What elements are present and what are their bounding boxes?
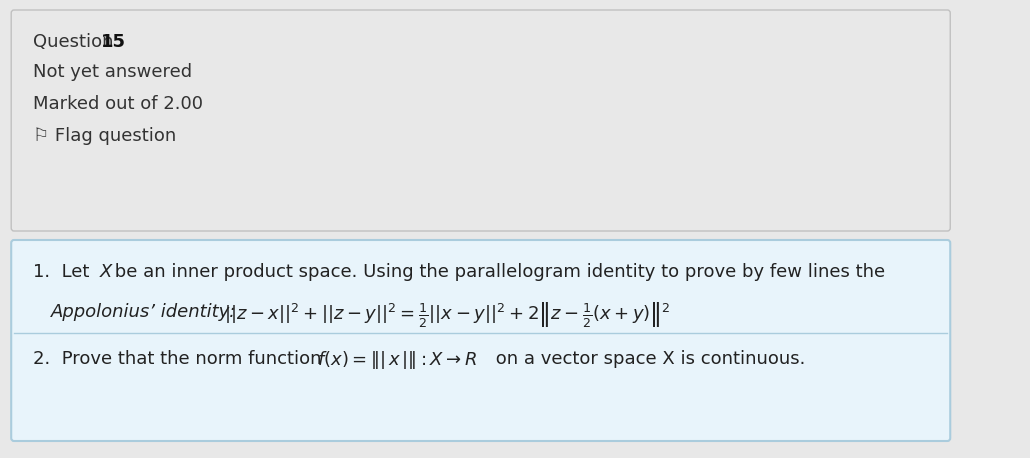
Text: 15: 15 [101,33,126,51]
Text: Appolonius’ identity:: Appolonius’ identity: [52,303,237,321]
Text: Question: Question [33,33,118,51]
Text: $f(x) = \||\,x\,|\|: X \rightarrow R$: $f(x) = \||\,x\,|\|: X \rightarrow R$ [317,349,478,371]
Text: 1.  Let: 1. Let [33,263,95,281]
Text: Not yet answered: Not yet answered [33,63,192,81]
Text: on a vector space X is continuous.: on a vector space X is continuous. [490,350,805,368]
Text: X: X [100,263,112,281]
Text: be an inner product space. Using the parallelogram identity to prove by few line: be an inner product space. Using the par… [109,263,886,281]
Text: Marked out of 2.00: Marked out of 2.00 [33,95,203,113]
Text: ⚐ Flag question: ⚐ Flag question [33,127,176,145]
FancyBboxPatch shape [11,10,951,231]
FancyBboxPatch shape [11,240,951,441]
Text: 2.  Prove that the norm function: 2. Prove that the norm function [33,350,327,368]
Text: $||z - x||^2 + ||z - y||^2 = \frac{1}{2}||x - y||^2 + 2\left\|z - \frac{1}{2}(x : $||z - x||^2 + ||z - y||^2 = \frac{1}{2}… [225,300,671,329]
